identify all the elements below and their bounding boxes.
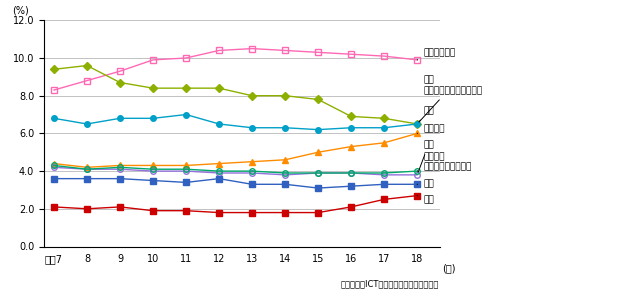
Text: (%): (%): [13, 6, 29, 16]
Text: 情報通信産業: 情報通信産業: [417, 48, 455, 60]
Text: 輸送機械: 輸送機械: [417, 124, 445, 133]
Text: 小売: 小売: [417, 180, 434, 189]
Text: （出典）「ICTの経済分析に関する調査」: （出典）「ICTの経済分析に関する調査」: [341, 280, 439, 289]
Text: 電気機械
（除情報通信機器）: 電気機械 （除情報通信機器）: [417, 152, 472, 171]
Text: 建設
（除電気通信施設建設）: 建設 （除電気通信施設建設）: [419, 76, 482, 122]
Text: 運輸: 運輸: [418, 140, 434, 172]
Text: 鉄鋼: 鉄鋼: [417, 195, 434, 204]
Text: 卸売: 卸売: [419, 106, 434, 122]
Text: (年): (年): [442, 263, 455, 273]
